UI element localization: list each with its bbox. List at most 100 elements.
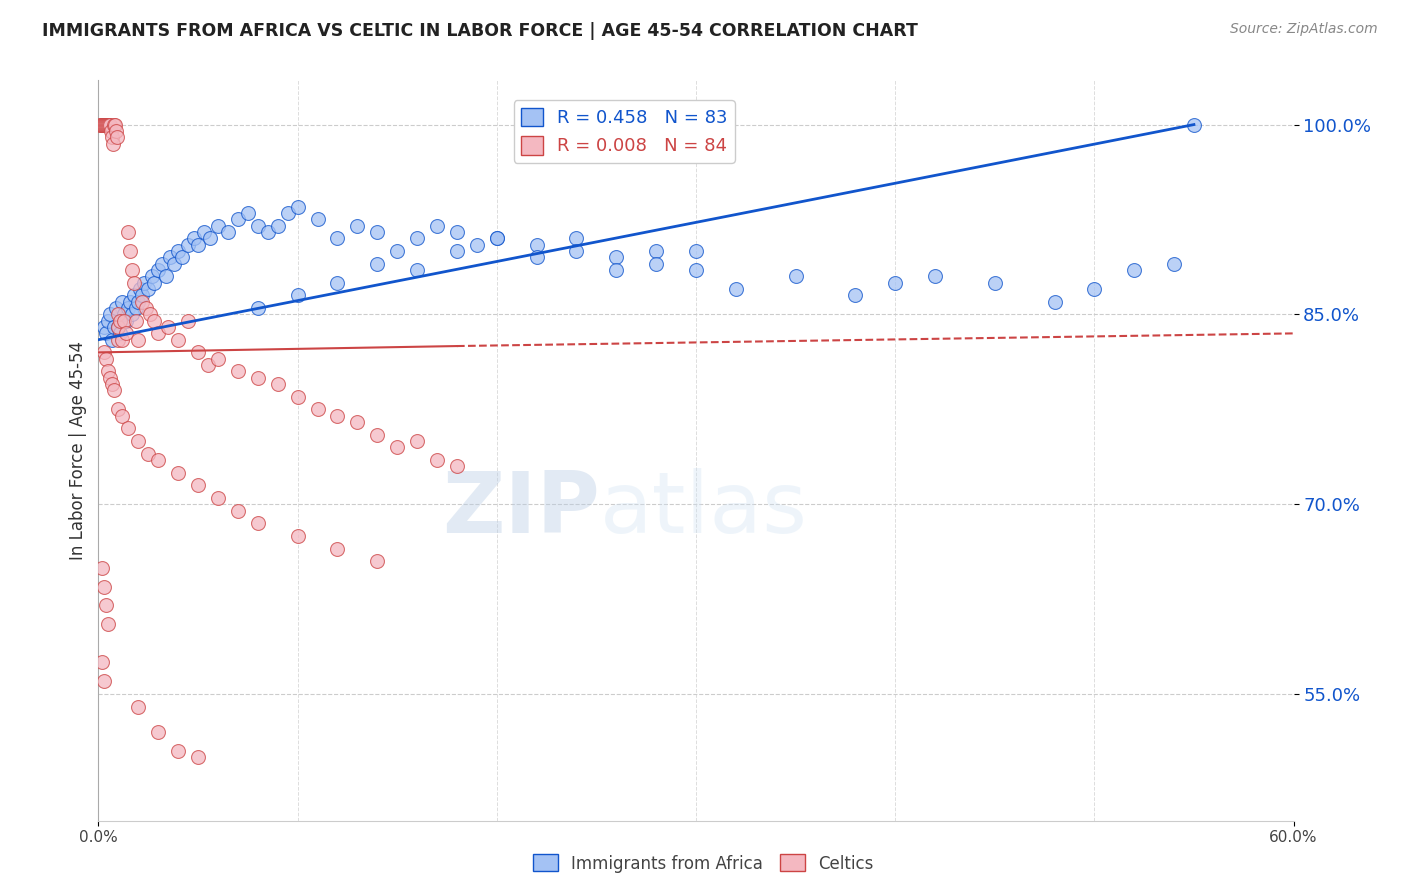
- Point: [924, 269, 946, 284]
- Point: [103, 136, 125, 151]
- Point: [1043, 294, 1066, 309]
- Point: [485, 231, 508, 245]
- Point: [96, 599, 118, 613]
- Point: [110, 314, 132, 328]
- Point: [785, 269, 807, 284]
- Point: [141, 269, 163, 284]
- Point: [326, 276, 349, 290]
- Point: [406, 263, 429, 277]
- Point: [307, 212, 329, 227]
- Point: [1182, 118, 1205, 132]
- Point: [101, 377, 124, 392]
- Point: [120, 294, 142, 309]
- Point: [426, 219, 449, 233]
- Point: [207, 351, 229, 366]
- Point: [91, 560, 114, 574]
- Point: [143, 276, 166, 290]
- Point: [148, 326, 170, 341]
- Point: [207, 219, 229, 233]
- Point: [406, 434, 429, 448]
- Point: [107, 307, 129, 321]
- Point: [326, 231, 349, 245]
- Point: [163, 257, 186, 271]
- Point: [226, 364, 249, 378]
- Point: [406, 231, 429, 245]
- Legend: R = 0.458   N = 83, R = 0.008   N = 84: R = 0.458 N = 83, R = 0.008 N = 84: [513, 101, 735, 162]
- Y-axis label: In Labor Force | Age 45-54: In Labor Force | Age 45-54: [69, 341, 87, 560]
- Point: [112, 314, 135, 328]
- Point: [685, 263, 707, 277]
- Point: [277, 206, 299, 220]
- Point: [98, 370, 122, 384]
- Point: [446, 244, 468, 259]
- Point: [129, 282, 152, 296]
- Point: [104, 118, 127, 132]
- Point: [385, 440, 409, 454]
- Point: [366, 225, 388, 239]
- Point: [97, 617, 120, 632]
- Text: atlas: atlas: [600, 468, 808, 551]
- Point: [884, 276, 907, 290]
- Point: [107, 333, 129, 347]
- Point: [287, 529, 309, 543]
- Point: [97, 314, 120, 328]
- Point: [139, 307, 162, 321]
- Point: [366, 257, 388, 271]
- Legend: Immigrants from Africa, Celtics: Immigrants from Africa, Celtics: [526, 847, 880, 880]
- Point: [155, 269, 177, 284]
- Point: [465, 237, 488, 252]
- Point: [107, 320, 129, 334]
- Point: [167, 466, 190, 480]
- Point: [115, 326, 138, 341]
- Point: [120, 244, 142, 259]
- Point: [159, 251, 181, 265]
- Point: [93, 674, 115, 689]
- Point: [105, 124, 128, 138]
- Point: [90, 118, 112, 132]
- Point: [167, 744, 190, 758]
- Point: [103, 384, 125, 398]
- Point: [246, 301, 269, 315]
- Point: [97, 118, 120, 132]
- Point: [1123, 263, 1146, 277]
- Point: [724, 282, 747, 296]
- Point: [143, 314, 166, 328]
- Point: [89, 118, 111, 132]
- Point: [198, 231, 221, 245]
- Point: [207, 491, 229, 505]
- Point: [565, 231, 588, 245]
- Point: [112, 307, 135, 321]
- Point: [103, 118, 125, 132]
- Point: [136, 447, 159, 461]
- Point: [267, 377, 290, 392]
- Point: [93, 345, 115, 359]
- Point: [485, 231, 508, 245]
- Point: [127, 333, 149, 347]
- Point: [307, 402, 329, 417]
- Point: [366, 427, 388, 442]
- Point: [256, 225, 278, 239]
- Point: [124, 288, 146, 302]
- Point: [127, 699, 149, 714]
- Point: [172, 251, 194, 265]
- Point: [93, 118, 115, 132]
- Point: [103, 320, 125, 334]
- Point: [117, 421, 139, 435]
- Point: [96, 351, 118, 366]
- Point: [136, 282, 159, 296]
- Text: IMMIGRANTS FROM AFRICA VS CELTIC IN LABOR FORCE | AGE 45-54 CORRELATION CHART: IMMIGRANTS FROM AFRICA VS CELTIC IN LABO…: [42, 22, 918, 40]
- Point: [326, 541, 349, 556]
- Point: [246, 370, 269, 384]
- Point: [187, 750, 209, 764]
- Point: [96, 118, 118, 132]
- Point: [150, 257, 173, 271]
- Point: [98, 307, 122, 321]
- Point: [167, 333, 190, 347]
- Point: [287, 390, 309, 404]
- Point: [148, 453, 170, 467]
- Point: [236, 206, 259, 220]
- Point: [1163, 257, 1185, 271]
- Point: [127, 294, 149, 309]
- Point: [111, 294, 134, 309]
- Point: [565, 244, 588, 259]
